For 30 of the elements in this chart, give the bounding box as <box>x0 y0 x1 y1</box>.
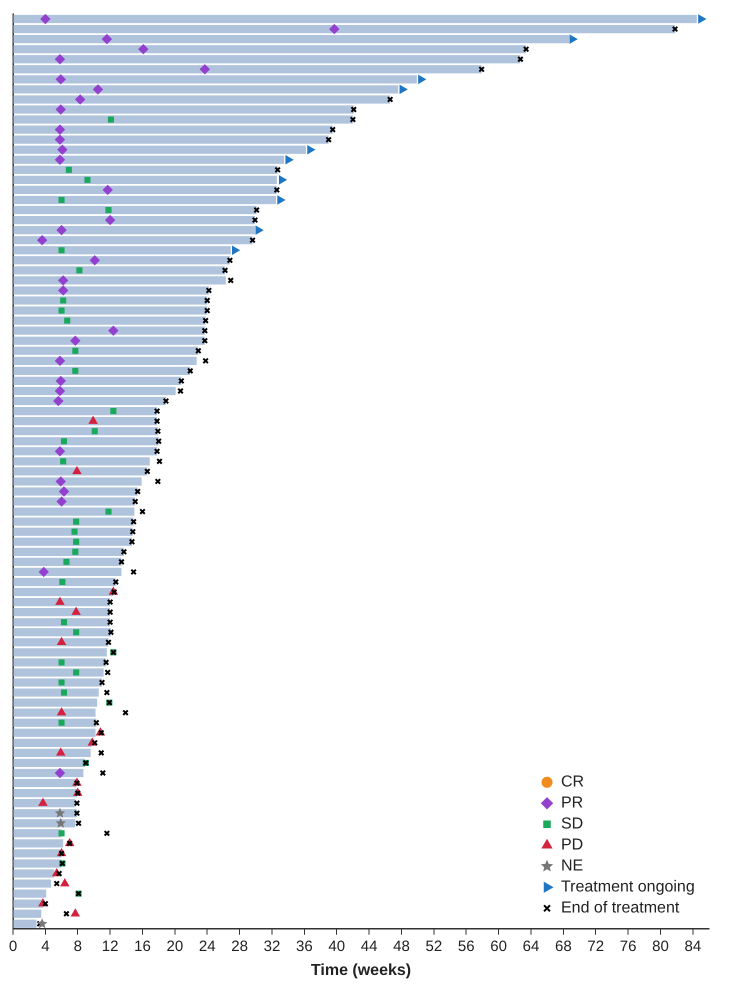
x-tick-label: 52 <box>425 938 442 955</box>
legend-label: SD <box>561 816 584 833</box>
x-tick-label: 12 <box>102 938 118 955</box>
legend-label: CR <box>561 774 584 791</box>
x-tick-label: 32 <box>264 938 280 955</box>
x-tick-label: 76 <box>620 938 636 955</box>
x-tick-label: 40 <box>328 938 346 955</box>
x-tick-label: 8 <box>74 938 82 955</box>
x-tick-label: 24 <box>198 938 216 955</box>
x-axis-title: Time (weeks) <box>310 962 412 979</box>
x-tick-label: 68 <box>554 938 572 955</box>
x-tick-label: 84 <box>684 938 702 955</box>
legend-label: End of treatment <box>561 900 680 917</box>
x-tick-label: 28 <box>231 938 248 955</box>
x-tick-label: 44 <box>360 938 378 955</box>
legend-label: PR <box>561 794 584 812</box>
x-tick-label: 36 <box>296 938 313 955</box>
x-tick-label: 60 <box>490 938 507 955</box>
x-tick-label: 56 <box>458 938 475 955</box>
legend-label: PD <box>561 836 584 854</box>
x-tick-label: 20 <box>166 938 184 955</box>
x-tick-label: 64 <box>522 938 540 955</box>
x-tick-label: 48 <box>393 938 410 955</box>
x-tick-label: 0 <box>8 938 18 955</box>
x-tick-label: 80 <box>652 938 669 955</box>
x-tick-label: 72 <box>587 938 604 955</box>
x-tick-label: 4 <box>41 938 50 955</box>
x-tick-label: 16 <box>134 938 151 955</box>
legend-label: Treatment ongoing <box>561 878 695 896</box>
legend-label: NE <box>561 858 584 875</box>
